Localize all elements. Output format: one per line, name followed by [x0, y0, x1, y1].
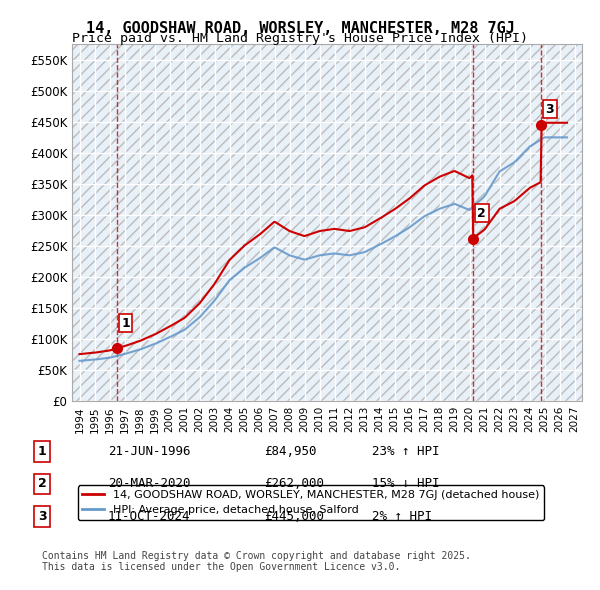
Text: 21-JUN-1996: 21-JUN-1996	[108, 445, 191, 458]
Text: 1: 1	[38, 445, 46, 458]
Text: 3: 3	[38, 510, 46, 523]
Text: 20-MAR-2020: 20-MAR-2020	[108, 477, 191, 490]
Text: 3: 3	[545, 103, 554, 116]
Text: 2: 2	[38, 477, 46, 490]
Text: Price paid vs. HM Land Registry's House Price Index (HPI): Price paid vs. HM Land Registry's House …	[72, 32, 528, 45]
Text: 15% ↓ HPI: 15% ↓ HPI	[372, 477, 439, 490]
Text: £445,000: £445,000	[264, 510, 324, 523]
Text: 2% ↑ HPI: 2% ↑ HPI	[372, 510, 432, 523]
Text: 14, GOODSHAW ROAD, WORSLEY, MANCHESTER, M28 7GJ: 14, GOODSHAW ROAD, WORSLEY, MANCHESTER, …	[86, 21, 514, 35]
Text: 23% ↑ HPI: 23% ↑ HPI	[372, 445, 439, 458]
Legend: 14, GOODSHAW ROAD, WORSLEY, MANCHESTER, M28 7GJ (detached house), HPI: Average p: 14, GOODSHAW ROAD, WORSLEY, MANCHESTER, …	[77, 486, 544, 520]
Text: £262,000: £262,000	[264, 477, 324, 490]
Text: 1: 1	[121, 317, 130, 330]
Text: £84,950: £84,950	[264, 445, 317, 458]
Text: Contains HM Land Registry data © Crown copyright and database right 2025.
This d: Contains HM Land Registry data © Crown c…	[42, 550, 471, 572]
Text: 2: 2	[477, 207, 486, 220]
Text: 11-OCT-2024: 11-OCT-2024	[108, 510, 191, 523]
